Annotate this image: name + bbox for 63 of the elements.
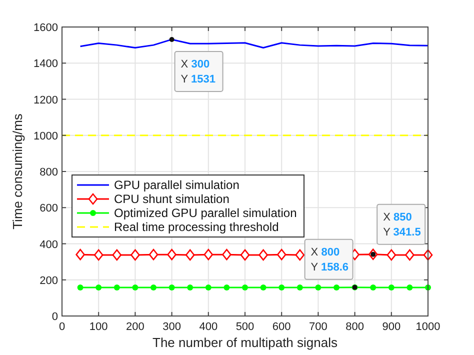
y-tick-label: 1600 [34,22,58,34]
point [167,248,176,260]
point [315,284,322,290]
x-tick-label: 900 [382,321,401,333]
point [224,284,230,290]
y-tick-label: 600 [40,202,58,215]
point [130,249,140,261]
point [388,284,394,290]
point [94,249,104,261]
x-tick-label: 800 [346,321,364,333]
x-tick-label: 0 [58,321,66,333]
legend-label: CPU shunt simulation [114,192,230,206]
x-axis-title: The number of multipath signals [152,335,338,350]
annotation: X 800 Y 158.6 [310,246,349,274]
point [204,248,214,260]
point [258,249,268,261]
point [240,249,250,261]
point [222,248,232,260]
point [205,284,212,290]
x-tick-label: 100 [89,321,108,333]
x-tick-label: 1000 [416,321,440,333]
y-tick-label: 0 [52,311,58,323]
point [406,284,413,290]
point [112,249,122,261]
point [296,284,303,290]
y-axis-title: Time consuming/ms [10,113,25,230]
point [334,284,340,290]
point [242,284,248,290]
legend-label: Real time processing threshold [114,220,279,234]
point [150,284,156,290]
point [276,248,286,260]
point [96,284,102,290]
point [148,248,158,260]
point [185,249,195,261]
point [132,284,138,290]
point [295,249,305,261]
y-tick-label: 200 [40,274,58,287]
x-tick-label: 300 [162,321,181,333]
x-tick-label: 600 [272,321,291,333]
point [368,248,378,260]
legend-label: Optimized GPU parallel simulation [114,206,297,220]
legend-label: GPU parallel simulation [114,178,240,192]
point [260,284,266,290]
y-tick-label: 800 [40,166,58,178]
point [278,284,285,290]
y-tick-label: 1400 [34,58,58,70]
point [187,284,194,290]
x-tick-label: 500 [236,321,254,333]
point [77,284,84,290]
annotation: X 850 Y 341.5 [383,211,421,238]
point [405,249,414,261]
y-tick-label: 1000 [34,130,58,142]
x-tick-label: 400 [199,321,218,333]
point [76,248,85,260]
x-tick-label: 200 [126,321,144,333]
y-tick-label: 400 [40,238,58,251]
point [168,284,175,290]
point [370,284,376,290]
point [386,249,396,261]
point [114,284,120,290]
annotation: X 300 Y 1531 [180,58,216,86]
x-tick-label: 700 [309,321,328,333]
y-tick-label: 1200 [34,94,58,106]
